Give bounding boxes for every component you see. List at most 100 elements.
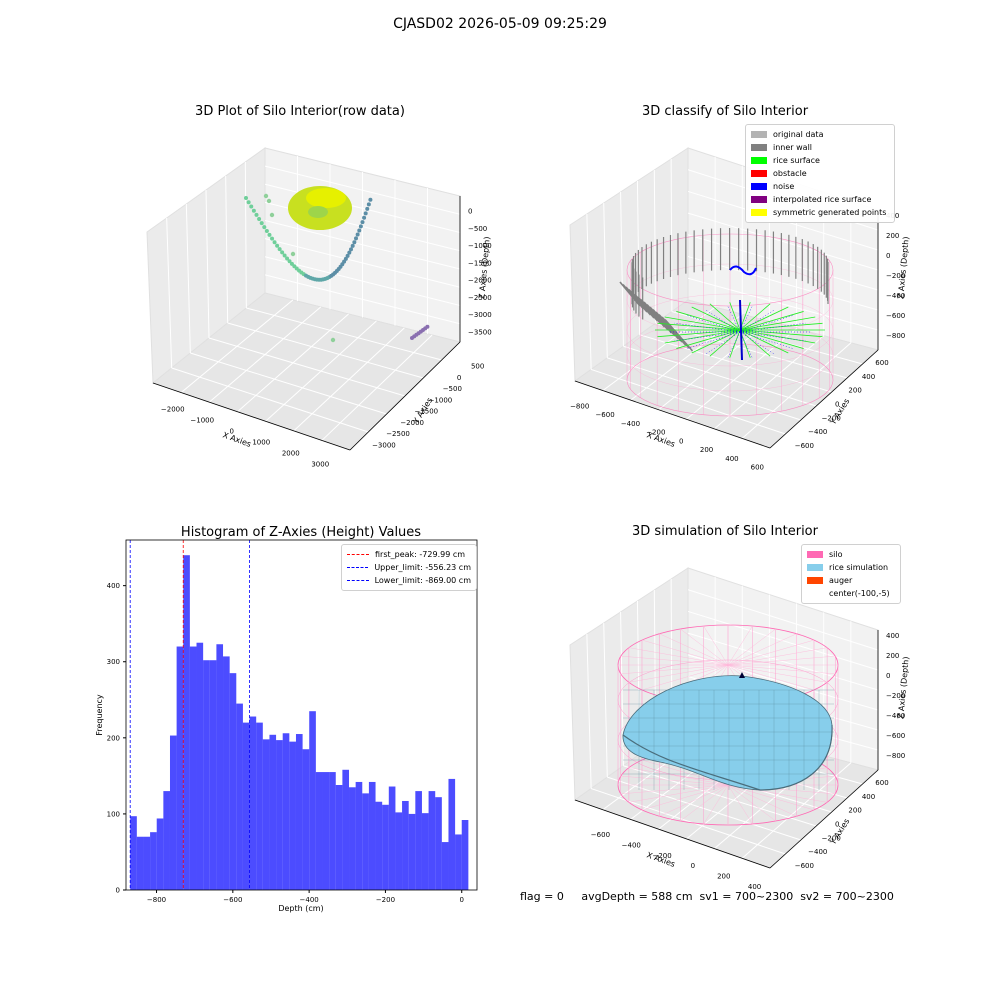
grid-line xyxy=(208,306,322,403)
silo-floor-spoke xyxy=(703,784,729,825)
legend-swatch xyxy=(751,170,767,177)
sim-x-tick-label: −600 xyxy=(591,831,610,839)
grid-line xyxy=(166,217,173,369)
legend-line xyxy=(347,567,369,568)
silo-floor-spoke xyxy=(680,784,729,822)
histogram-axes: Histogram of Z-Axies (Height) Values −800… xyxy=(95,525,478,913)
scan-point xyxy=(259,221,264,226)
sim-y-tick-label: 200 xyxy=(848,807,861,815)
scan-point xyxy=(244,196,248,200)
cls-z-tick-label: −200 xyxy=(886,272,905,280)
scan-point xyxy=(254,212,259,217)
raw-y-tick-label: −1500 xyxy=(414,408,438,416)
silo-roof-spoke xyxy=(628,664,729,683)
legend-swatch xyxy=(751,131,767,138)
raw-y-tick-label: −3000 xyxy=(372,441,396,449)
histogram-bar xyxy=(408,813,416,890)
grid-line xyxy=(687,277,879,331)
scan-point xyxy=(343,256,348,261)
rice-surface-ray xyxy=(709,303,741,331)
grid-line xyxy=(244,161,247,309)
y-tick-label: 0 xyxy=(116,887,120,895)
sim-z-tick-label: −800 xyxy=(886,752,905,760)
histogram-bar xyxy=(289,741,296,890)
histogram-bar xyxy=(136,836,144,890)
silo-floor-spoke xyxy=(641,784,729,811)
legend-entry: silo xyxy=(807,548,895,561)
grid-line xyxy=(687,234,879,291)
grid-line xyxy=(225,175,229,324)
grid-line xyxy=(264,183,461,233)
axes-3d: −800−600−400−20002004006006004002000−200… xyxy=(569,147,911,472)
grid-line xyxy=(208,337,406,397)
silo-roof-spoke xyxy=(727,647,828,666)
histogram-bar xyxy=(448,778,456,890)
raw-y-tick-label: 0 xyxy=(457,374,461,382)
grid-line xyxy=(653,169,657,324)
sim-z-tick-label: −200 xyxy=(886,692,905,700)
silo-roof-spoke xyxy=(703,625,729,666)
cls-x-tick-label: 200 xyxy=(700,446,713,454)
legend-label: inner wall xyxy=(773,143,813,152)
histogram-bar xyxy=(335,785,343,890)
legend-entry: interpolated rice surface xyxy=(751,193,889,206)
surface-edge xyxy=(622,724,833,791)
silo-roof-spoke xyxy=(727,655,836,666)
grid-line xyxy=(639,334,832,393)
legend-label: noise xyxy=(773,182,795,191)
cls-z-tick-label: −600 xyxy=(886,312,905,320)
histogram-bar xyxy=(249,716,257,890)
sim-z-axis-label: Z Axies (Depth) xyxy=(896,656,910,719)
classify-plot-title: 3D classify of Silo Interior xyxy=(641,104,809,119)
noise-ray xyxy=(674,322,741,333)
histogram-bar xyxy=(216,644,224,890)
scan-point xyxy=(362,215,367,220)
scan-point xyxy=(267,232,272,237)
cls-y-tick-label: −400 xyxy=(808,428,827,436)
grid-line xyxy=(623,765,817,827)
silo-roof-spoke xyxy=(727,628,776,666)
rice-surface-ray xyxy=(739,316,816,331)
simulation-plot-title: 3D simulation of Silo Interior xyxy=(632,524,818,539)
legend-swatch xyxy=(751,157,767,164)
noise-ray xyxy=(739,331,806,342)
legend-label: auger xyxy=(829,576,853,585)
legend-label: symmetric generated points xyxy=(773,208,887,217)
silo-floor-spoke xyxy=(727,784,815,811)
histogram-bar xyxy=(309,711,316,890)
grid-line xyxy=(687,212,879,271)
scan-point xyxy=(290,251,296,257)
grid-line xyxy=(620,191,624,347)
sim-x-tick-label: 400 xyxy=(748,883,761,891)
raw-x-tick-label: 1000 xyxy=(252,439,270,447)
silo-roof-spoke xyxy=(727,664,836,675)
scan-point xyxy=(345,253,350,258)
scan-point xyxy=(368,197,373,202)
scan-point xyxy=(270,236,275,241)
cls-x-tick-label: 0 xyxy=(679,437,683,445)
histogram-bar xyxy=(163,791,170,890)
scan-point xyxy=(280,250,285,255)
scan-point xyxy=(277,247,282,252)
histogram-bar xyxy=(150,832,157,890)
sim-x-tick-label: −400 xyxy=(622,842,641,850)
silo-roof-spoke xyxy=(620,655,729,666)
axis-line xyxy=(574,799,771,869)
scan-point xyxy=(266,198,272,204)
rice-surface-ray xyxy=(739,303,771,331)
silo-floor-spoke xyxy=(727,784,797,817)
noise-ray xyxy=(739,322,806,333)
grid-line xyxy=(321,334,433,441)
cls-y-tick-label: 200 xyxy=(848,387,861,395)
noise-points xyxy=(670,265,810,361)
grid-line xyxy=(590,788,786,855)
y-tick-label: 200 xyxy=(107,734,120,742)
raw-z-tick-label: −2500 xyxy=(468,294,492,302)
grid-line xyxy=(603,202,608,358)
sim-z-tick-label: 400 xyxy=(886,632,899,640)
cls-x-tick-label: 400 xyxy=(725,455,738,463)
silo-floor-spoke xyxy=(659,784,729,817)
noise-ray xyxy=(686,315,741,333)
